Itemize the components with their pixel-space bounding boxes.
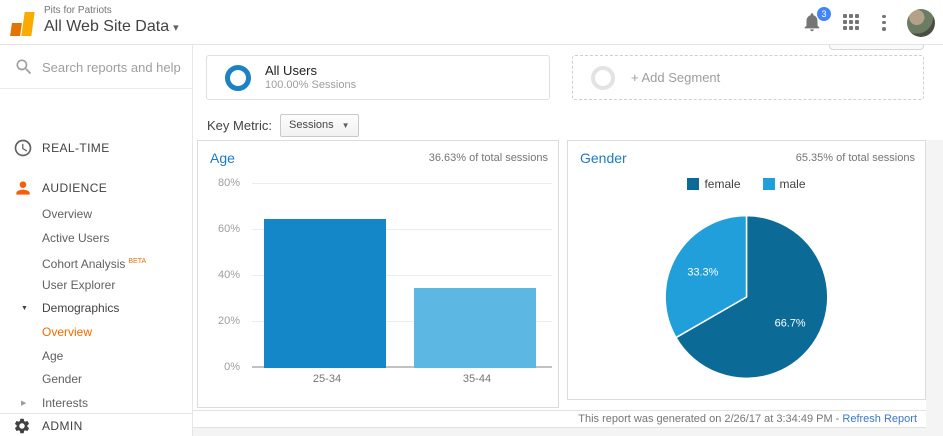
sidebar-item-demographics-overview[interactable]: Overview xyxy=(42,324,93,339)
sidebar-item-interests[interactable]: ▶ Interests xyxy=(0,392,192,416)
sidebar-item-active-users[interactable]: Active Users xyxy=(42,230,110,245)
segment-donut-icon xyxy=(225,65,251,91)
pie-label-female: 66.7% xyxy=(775,317,806,329)
search-row xyxy=(0,45,192,89)
age-yaxis: 0% 20% 40% 60% 80% xyxy=(217,177,240,373)
sidebar-item-cohort-analysis[interactable]: Cohort Analysis BETA xyxy=(42,257,147,272)
audience-nav-list: Overview Active Users Cohort Analysis BET… xyxy=(0,203,192,436)
add-segment-button[interactable]: + Add Segment xyxy=(572,55,924,100)
chevron-expanded-icon: ▼ xyxy=(21,305,28,313)
gender-pie[interactable]: 66.7% 33.3% xyxy=(568,199,925,395)
notification-count-badge: 3 xyxy=(817,6,831,21)
chevron-down-icon: ▼ xyxy=(341,120,350,130)
male-swatch-icon xyxy=(762,178,775,190)
gender-report-card: Gender 65.35% of total sessions female m… xyxy=(567,140,926,400)
chevron-collapsed-icon: ▶ xyxy=(21,399,27,407)
sidebar: REAL-TIME AUDIENCE Overview Active Users… xyxy=(0,45,193,436)
right-gutter xyxy=(926,140,943,436)
sidebar-item-realtime[interactable]: REAL-TIME xyxy=(0,135,192,163)
avatar[interactable] xyxy=(907,8,935,37)
pie-slice-male[interactable] xyxy=(664,214,748,339)
app-header: Pits for Patriots All Web Site Data ▾ 3 xyxy=(0,0,943,45)
beta-badge: BETA xyxy=(128,258,147,266)
age-card-subtitle: 36.63% of total sessions xyxy=(428,152,548,164)
age-bar-25-34[interactable] xyxy=(264,218,386,368)
age-card-title[interactable]: Age xyxy=(210,150,235,166)
sidebar-item-overview[interactable]: Overview xyxy=(42,207,93,221)
gear-icon xyxy=(14,418,30,434)
property-selector[interactable]: All Web Site Data ▾ xyxy=(44,18,179,35)
clock-icon xyxy=(14,139,32,157)
chevron-down-icon: ▾ xyxy=(173,22,179,34)
apps-grid-icon[interactable] xyxy=(843,13,861,32)
age-bar-chart: 0% 20% 40% 60% 80% 25-34 35-44 xyxy=(198,171,558,407)
sidebar-item-user-explorer[interactable]: User Explorer xyxy=(42,277,116,292)
bottom-strip xyxy=(193,428,943,436)
person-icon xyxy=(16,181,30,195)
gender-legend: female male xyxy=(568,177,925,191)
key-metric-select[interactable]: Sessions ▼ xyxy=(280,113,359,137)
add-segment-ring-icon xyxy=(591,66,615,90)
segment-title: All Users xyxy=(265,63,318,78)
google-analytics-logo-icon xyxy=(10,9,36,36)
age-plot xyxy=(252,183,552,368)
sidebar-item-age[interactable]: Age xyxy=(42,348,64,363)
age-bar-35-44[interactable] xyxy=(414,287,536,368)
legend-item-female: female xyxy=(687,177,741,191)
sidebar-item-audience[interactable]: AUDIENCE xyxy=(0,175,192,203)
sidebar-item-admin[interactable]: ADMIN xyxy=(0,413,192,436)
pie-label-male: 33.3% xyxy=(687,267,718,279)
bell-icon xyxy=(804,12,820,31)
more-options-icon[interactable] xyxy=(879,14,889,32)
key-metric-label: Key Metric: xyxy=(207,117,273,133)
age-report-card: Age 36.63% of total sessions 0% 20% 40% 60%… xyxy=(197,140,559,408)
notifications-button[interactable]: 3 xyxy=(801,6,831,35)
key-metric-row: Key Metric: Sessions ▼ xyxy=(207,113,359,137)
age-xaxis: 25-34 35-44 xyxy=(312,373,492,385)
sidebar-item-gender[interactable]: Gender xyxy=(42,372,83,387)
report-generated-text: This report was generated on 2/26/17 at … xyxy=(578,413,843,425)
search-icon xyxy=(16,59,32,75)
pie-slice-female[interactable] xyxy=(674,214,829,379)
female-swatch-icon xyxy=(687,178,700,190)
main-content: All Users 100.00% Sessions + Add Segment… xyxy=(193,37,943,436)
account-name: Pits for Patriots xyxy=(44,5,112,16)
search-input[interactable] xyxy=(42,55,182,79)
segment-subtitle: 100.00% Sessions xyxy=(265,79,357,91)
gender-card-subtitle: 65.35% of total sessions xyxy=(795,152,915,164)
gender-card-title[interactable]: Gender xyxy=(580,150,627,166)
sidebar-item-demographics[interactable]: ▼ Demographics xyxy=(0,297,192,321)
segment-all-users[interactable]: All Users 100.00% Sessions xyxy=(206,55,550,100)
refresh-report-link[interactable]: Refresh Report xyxy=(842,413,917,425)
report-footer: This report was generated on 2/26/17 at … xyxy=(193,410,926,428)
legend-item-male: male xyxy=(762,177,806,191)
